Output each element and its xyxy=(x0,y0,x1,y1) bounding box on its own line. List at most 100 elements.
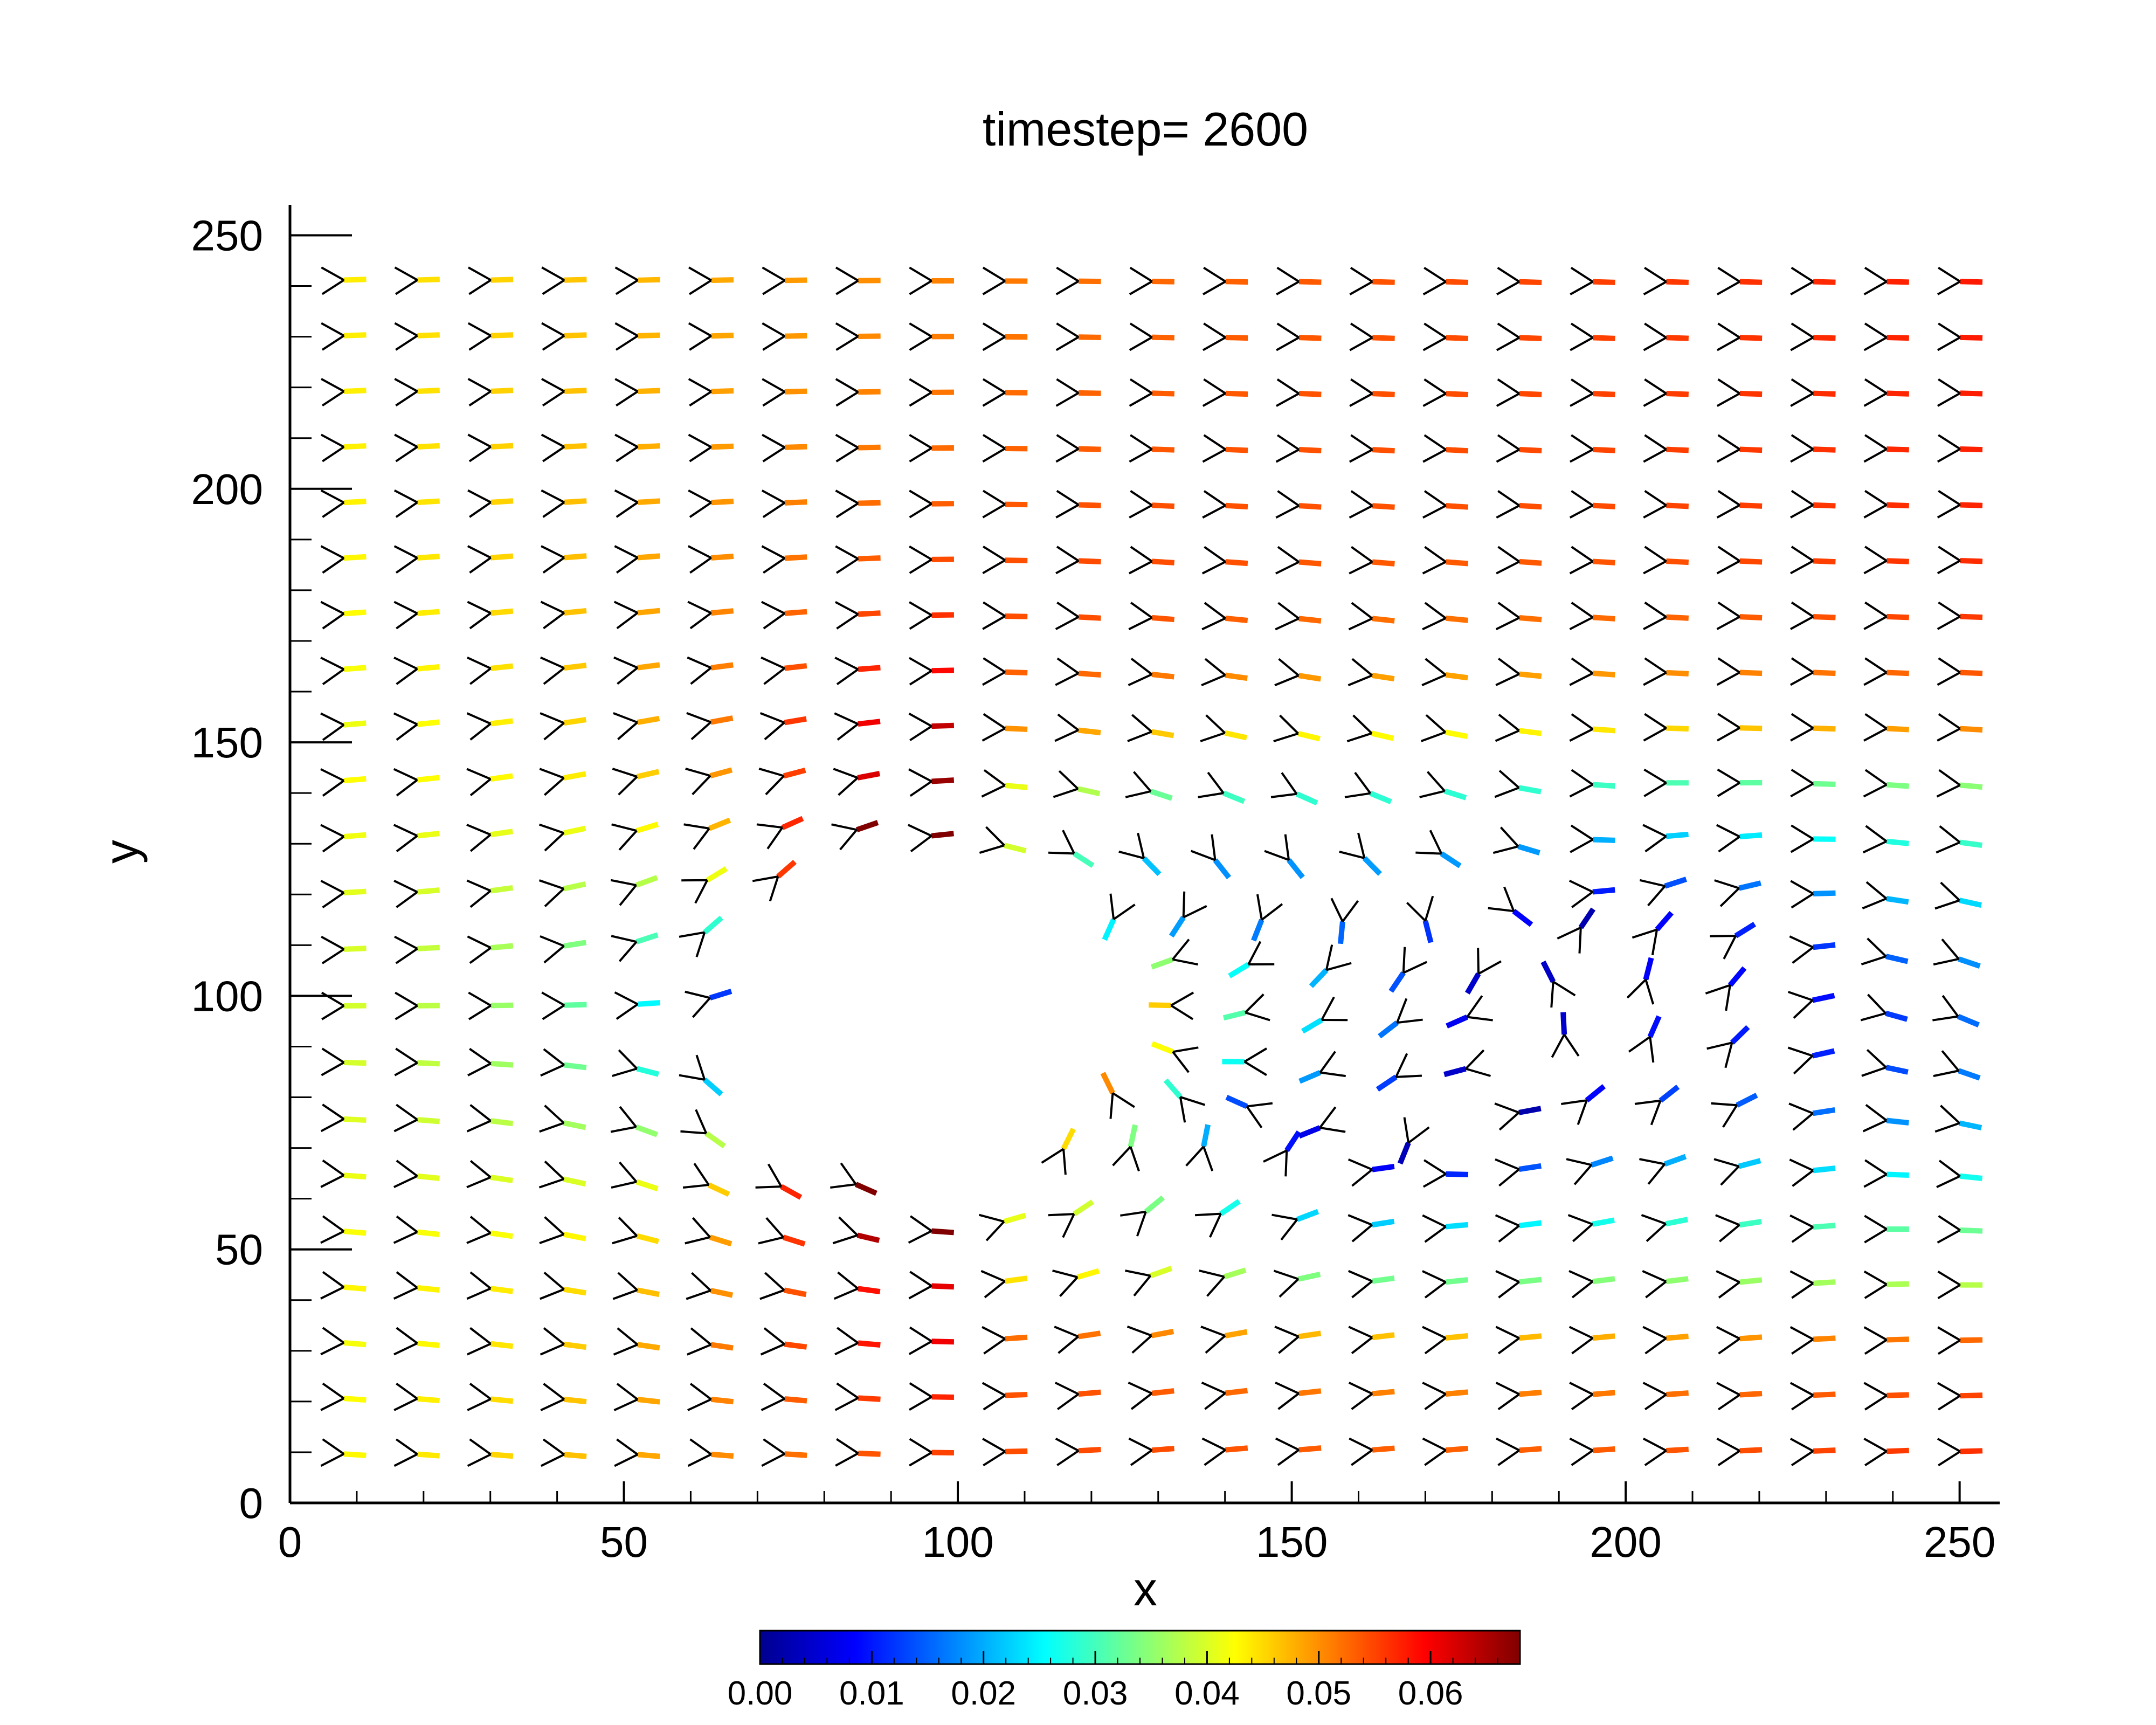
vector-head xyxy=(1279,1278,1300,1298)
vector-tail xyxy=(1592,446,1615,453)
y-axis-label: y xyxy=(94,840,148,864)
vector-tail xyxy=(1592,887,1615,895)
vector-head xyxy=(619,884,637,906)
vector-head xyxy=(1790,392,1814,407)
vector-tail xyxy=(344,1059,367,1066)
vector-glyph xyxy=(761,1438,807,1467)
vector-tail xyxy=(858,665,881,672)
vector-head xyxy=(1498,1112,1520,1131)
vector-glyph xyxy=(1933,1050,1981,1081)
vector-tail xyxy=(1593,335,1615,341)
vector-tail xyxy=(1078,614,1101,621)
vector-head xyxy=(689,335,712,351)
vector-head xyxy=(1864,1215,1888,1230)
vector-glyph xyxy=(688,378,734,407)
vector-head xyxy=(1497,434,1520,451)
vector-glyph xyxy=(1274,1326,1322,1354)
vector-head xyxy=(1062,1213,1075,1238)
vector-head xyxy=(1348,617,1373,631)
vector-head xyxy=(1496,1437,1520,1452)
vector-glyph xyxy=(1643,322,1689,351)
vector-glyph xyxy=(1055,1437,1101,1466)
vector-glyph xyxy=(1714,879,1761,907)
vector-glyph xyxy=(394,1047,440,1077)
vector-head xyxy=(396,834,418,852)
vector-tail xyxy=(490,1230,513,1239)
vector-head xyxy=(1790,280,1814,295)
vector-head xyxy=(1717,489,1740,506)
vector-glyph xyxy=(1422,1326,1469,1355)
vector-glyph xyxy=(1643,266,1689,295)
vector-head xyxy=(836,668,859,685)
vector-head xyxy=(1130,602,1153,619)
vector-head xyxy=(1862,840,1888,854)
vector-head xyxy=(469,1104,492,1122)
vector-tail xyxy=(1378,1020,1399,1039)
vector-head xyxy=(1497,266,1520,283)
vector-tail xyxy=(564,1396,587,1405)
vector-head xyxy=(540,712,565,724)
vector-head xyxy=(1716,671,1740,686)
vector-head xyxy=(761,1398,785,1411)
vector-glyph xyxy=(1937,1215,1983,1244)
vector-glyph xyxy=(1202,434,1248,463)
vector-head xyxy=(612,768,638,778)
vector-head xyxy=(1348,1214,1373,1226)
vector-tail xyxy=(1298,279,1322,285)
vector-head xyxy=(762,266,785,282)
vector-head xyxy=(1319,1127,1346,1133)
vector-head xyxy=(1717,1393,1740,1411)
vector-glyph xyxy=(687,1327,734,1356)
vector-glyph xyxy=(1716,1270,1763,1299)
vector-glyph xyxy=(1787,1046,1835,1075)
vector-head xyxy=(1791,378,1814,395)
vector-glyph xyxy=(1348,1158,1395,1187)
vector-glyph xyxy=(466,1104,514,1133)
vector-tail xyxy=(563,1231,586,1241)
vector-glyph xyxy=(466,1216,513,1244)
vector-head xyxy=(690,667,712,685)
vector-glyph xyxy=(1349,434,1395,463)
vector-tail xyxy=(1592,558,1615,565)
vector-head xyxy=(1326,962,1352,971)
vector-tail xyxy=(1813,1223,1836,1230)
vector-head xyxy=(688,489,712,504)
vector-head xyxy=(615,335,639,351)
vector-head xyxy=(1276,336,1300,351)
vector-glyph xyxy=(612,1217,660,1245)
vector-head xyxy=(1790,783,1814,798)
vector-head xyxy=(540,1343,565,1356)
vector-tail xyxy=(858,1395,881,1402)
vector-tail xyxy=(490,1341,514,1349)
vector-tail xyxy=(1005,782,1028,790)
vector-head xyxy=(982,434,1006,450)
vector-tail xyxy=(1664,877,1687,889)
vector-glyph xyxy=(320,1327,367,1356)
vector-head xyxy=(1350,322,1373,339)
vector-glyph xyxy=(982,1326,1028,1355)
vector-glyph xyxy=(611,1161,659,1192)
vector-head xyxy=(1938,1450,1961,1467)
vector-head xyxy=(1645,1280,1667,1299)
vector-tail xyxy=(343,946,367,952)
vector-glyph xyxy=(1348,1269,1395,1299)
vector-tail xyxy=(1078,558,1101,565)
vector-glyph xyxy=(613,1383,660,1411)
vector-tail xyxy=(1813,558,1836,565)
vector-tail xyxy=(343,1116,367,1123)
vector-tail xyxy=(635,822,659,833)
vector-glyph xyxy=(614,1438,660,1467)
vector-glyph xyxy=(1561,1084,1606,1126)
vector-head xyxy=(542,335,565,351)
vector-head xyxy=(1718,1337,1740,1355)
vector-tail xyxy=(1150,957,1174,970)
vector-glyph xyxy=(538,823,586,852)
vector-head xyxy=(1498,1225,1520,1243)
vector-head xyxy=(909,502,932,519)
vector-glyph xyxy=(1125,1266,1173,1296)
vector-head xyxy=(1628,1036,1651,1053)
vector-head xyxy=(322,557,345,574)
vector-glyph xyxy=(1128,658,1174,686)
vector-head xyxy=(1206,1276,1225,1297)
vector-glyph xyxy=(1129,266,1174,295)
